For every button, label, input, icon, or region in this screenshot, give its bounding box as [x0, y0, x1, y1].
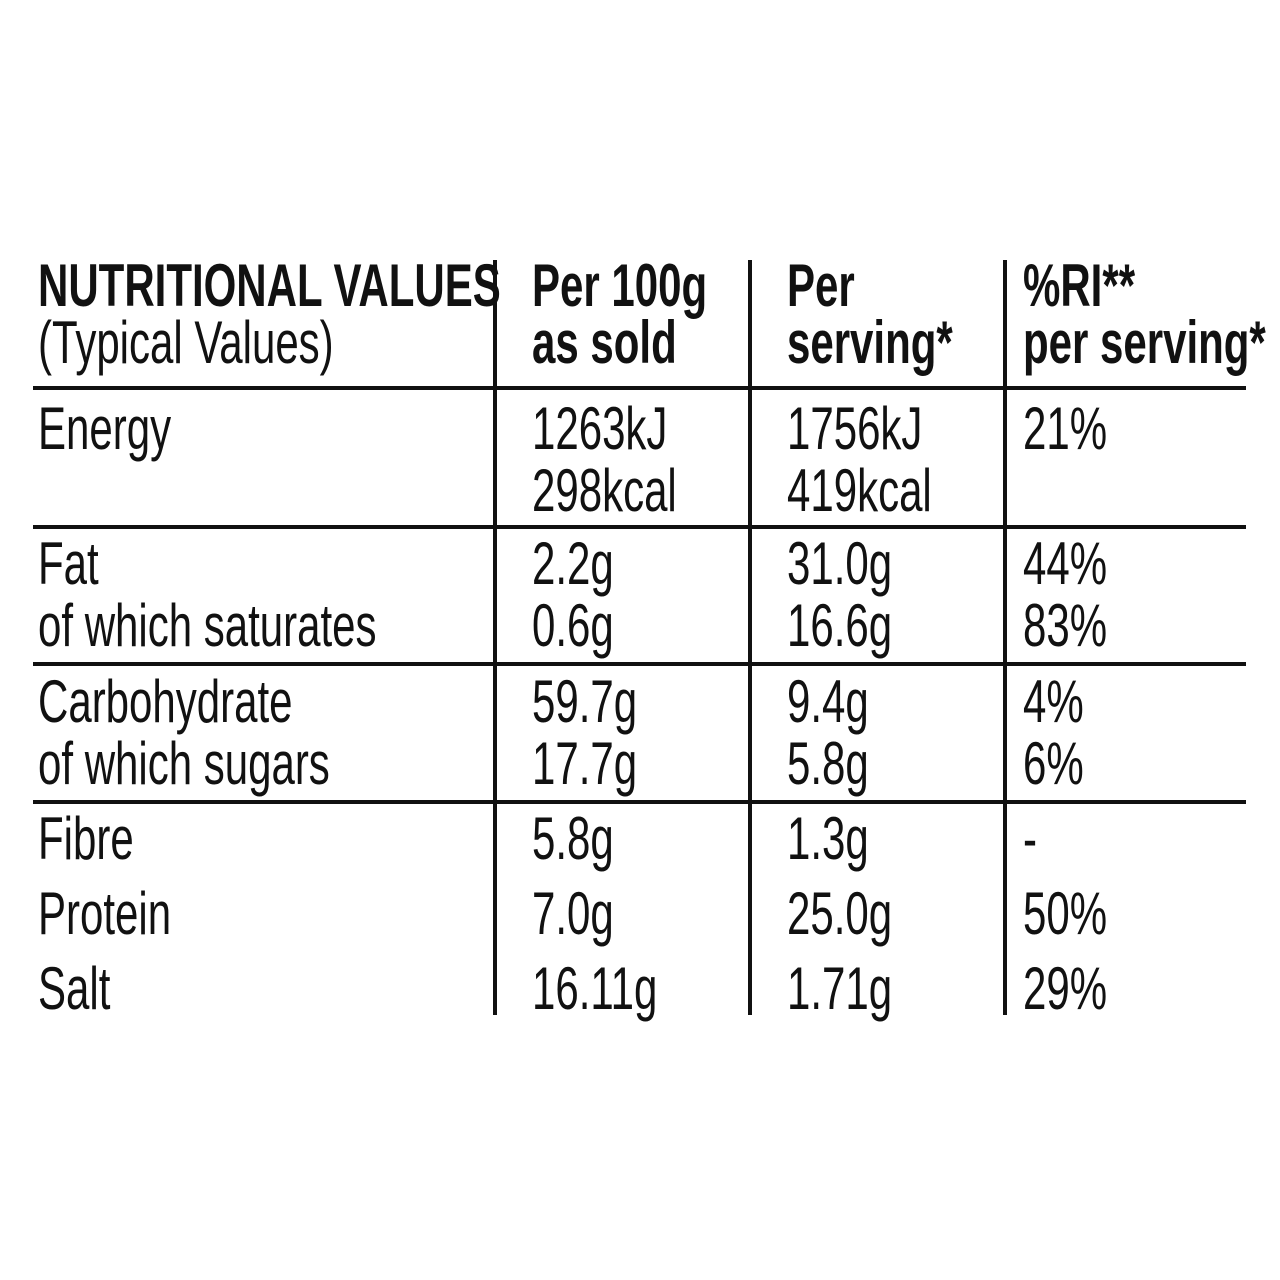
- cell-text: 5.8g: [787, 730, 869, 797]
- cell-text: Fibre: [38, 805, 134, 872]
- cell-text: 7.0g: [532, 880, 614, 947]
- cell-text: 31.0g: [787, 530, 893, 597]
- cell-text: 1756kJ: [787, 395, 923, 462]
- cell-text: 16.11g: [532, 955, 658, 1022]
- cell-text: 59.7g: [532, 668, 638, 735]
- cell-text: %RI**: [1023, 252, 1136, 319]
- cell-text: serving*: [787, 309, 953, 376]
- cell-text: Carbohydrate: [38, 668, 293, 735]
- row-divider: [33, 386, 1246, 390]
- column-divider: [1003, 260, 1007, 1015]
- cell-text: 0.6g: [532, 592, 614, 659]
- cell-text: Salt: [38, 955, 111, 1022]
- cell-text: per serving*: [1023, 309, 1266, 376]
- cell-text: as sold: [532, 309, 677, 376]
- cell-text: 21%: [1023, 395, 1108, 462]
- cell-text: 50%: [1023, 880, 1108, 947]
- cell-text: Energy: [38, 395, 172, 462]
- row-divider: [33, 662, 1246, 666]
- cell-text: Fat: [38, 530, 99, 597]
- cell-text: 1.3g: [787, 805, 869, 872]
- cell-text: 1263kJ: [532, 395, 668, 462]
- cell-text: Per: [787, 252, 855, 319]
- cell-text: 16.6g: [787, 592, 893, 659]
- cell-text: Per 100g: [532, 252, 708, 319]
- cell-text: -: [1023, 805, 1037, 872]
- cell-text: 1.71g: [787, 955, 893, 1022]
- cell-text: 44%: [1023, 530, 1108, 597]
- cell-text: 83%: [1023, 592, 1108, 659]
- cell-text: 4%: [1023, 668, 1084, 735]
- cell-text: 5.8g: [532, 805, 614, 872]
- cell-text: (Typical Values): [38, 309, 334, 376]
- column-divider: [748, 260, 752, 1015]
- cell-text: Protein: [38, 880, 172, 947]
- cell-text: NUTRITIONAL VALUES: [38, 252, 501, 319]
- cell-text: of which saturates: [38, 592, 377, 659]
- cell-text: 25.0g: [787, 880, 893, 947]
- cell-text: of which sugars: [38, 730, 330, 797]
- cell-text: 29%: [1023, 955, 1108, 1022]
- cell-text: 419kcal: [787, 457, 932, 524]
- cell-text: 17.7g: [532, 730, 638, 797]
- column-divider: [493, 260, 497, 1015]
- cell-text: 2.2g: [532, 530, 614, 597]
- cell-text: 298kcal: [532, 457, 677, 524]
- cell-text: 9.4g: [787, 668, 869, 735]
- row-divider: [33, 800, 1246, 804]
- row-divider: [33, 525, 1246, 529]
- cell-text: 6%: [1023, 730, 1084, 797]
